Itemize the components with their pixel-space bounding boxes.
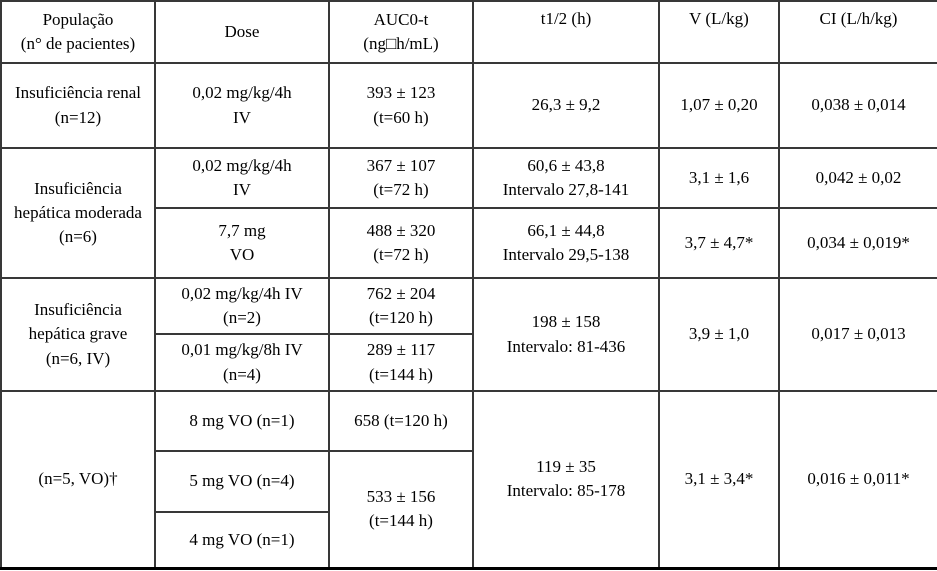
- table-row-hepatica-grave-a: Insuficiência hepática grave (n=6, IV) 0…: [0, 277, 937, 392]
- table-header-row: População (n° de pacientes) Dose AUC0-t …: [0, 0, 937, 64]
- cell-vo-8mg-auc: 658 (t=120 h): [328, 390, 474, 452]
- cell-moderada-iv-dose: 0,02 mg/kg/4h IV: [154, 147, 330, 209]
- cell-grave-t12: 198 ± 158 Intervalo: 81-436: [472, 277, 660, 392]
- cell-moderada-iv-ci: 0,042 ± 0,02: [778, 147, 937, 209]
- cell-vo-ci: 0,016 ± 0,011*: [778, 390, 937, 569]
- header-v: V (L/kg): [658, 0, 780, 64]
- cell-renal-auc: 393 ± 123 (t=60 h): [328, 62, 474, 149]
- cell-renal-dose: 0,02 mg/kg/4h IV: [154, 62, 330, 149]
- cell-vo-population: (n=5, VO)†: [0, 390, 156, 569]
- cell-grave-b-auc: 289 ± 117 (t=144 h): [328, 333, 474, 392]
- table-row-vo-5mg: 5 mg VO (n=4) 533 ± 156 (t=144 h): [1, 450, 937, 569]
- cell-grave-population: Insuficiência hepática grave (n=6, IV): [0, 277, 156, 392]
- cell-moderada-iv-v: 3,1 ± 1,6: [658, 147, 780, 209]
- table-row-vo-8mg: (n=5, VO)† 8 mg VO (n=1) 658 (t=120 h) 1…: [0, 390, 937, 569]
- cell-grave-a-auc: 762 ± 204 (t=120 h): [328, 277, 474, 335]
- cell-grave-b-dose: 0,01 mg/kg/8h IV (n=4): [154, 333, 330, 392]
- cell-grave-ci: 0,017 ± 0,013: [778, 277, 937, 392]
- cell-renal-v: 1,07 ± 0,20: [658, 62, 780, 149]
- cell-grave-v: 3,9 ± 1,0: [658, 277, 780, 392]
- header-dose: Dose: [154, 0, 330, 64]
- cell-moderada-vo-dose: 7,7 mg VO: [154, 207, 330, 279]
- table-row-hepatica-moderada-iv: Insuficiência hepática moderada (n=6) 0,…: [0, 147, 937, 279]
- cell-moderada-vo-v: 3,7 ± 4,7*: [658, 207, 780, 279]
- cell-renal-population: Insuficiência renal (n=12): [0, 62, 156, 149]
- table-row-hepatica-moderada-vo: 7,7 mg VO 488 ± 320 (t=72 h) 66,1 ± 44,8…: [1, 207, 937, 279]
- cell-moderada-iv-t12: 60,6 ± 43,8 Intervalo 27,8-141: [472, 147, 660, 209]
- cell-renal-t12: 26,3 ± 9,2: [472, 62, 660, 149]
- header-auc: AUC0-t (ng□h/mL): [328, 0, 474, 64]
- cell-vo-v: 3,1 ± 3,4*: [658, 390, 780, 569]
- cell-vo-5mg-dose: 5 mg VO (n=4): [154, 450, 330, 513]
- cell-renal-ci: 0,038 ± 0,014: [778, 62, 937, 149]
- cell-vo-4mg-dose: 4 mg VO (n=1): [154, 511, 330, 569]
- cell-moderada-iv-auc: 367 ± 107 (t=72 h): [328, 147, 474, 209]
- cell-moderada-population: Insuficiência hepática moderada (n=6): [0, 147, 156, 279]
- cell-vo-8mg-dose: 8 mg VO (n=1): [154, 390, 330, 452]
- header-ci: CI (L/h/kg): [778, 0, 937, 64]
- header-population: População (n° de pacientes): [0, 0, 156, 64]
- table-row-vo-4mg: 4 mg VO (n=1): [1, 511, 937, 569]
- cell-grave-a-dose: 0,02 mg/kg/4h IV (n=2): [154, 277, 330, 335]
- header-t12: t1/2 (h): [472, 0, 660, 64]
- cell-vo-t12: 119 ± 35 Intervalo: 85-178: [472, 390, 660, 569]
- cell-moderada-vo-auc: 488 ± 320 (t=72 h): [328, 207, 474, 279]
- table-row-hepatica-grave-b: 0,01 mg/kg/8h IV (n=4) 289 ± 117 (t=144 …: [1, 333, 937, 392]
- cell-moderada-vo-ci: 0,034 ± 0,019*: [778, 207, 937, 279]
- table-row-renal: Insuficiência renal (n=12) 0,02 mg/kg/4h…: [0, 62, 937, 149]
- cell-vo-5-4mg-auc: 533 ± 156 (t=144 h): [328, 450, 474, 569]
- cell-moderada-vo-t12: 66,1 ± 44,8 Intervalo 29,5-138: [472, 207, 660, 279]
